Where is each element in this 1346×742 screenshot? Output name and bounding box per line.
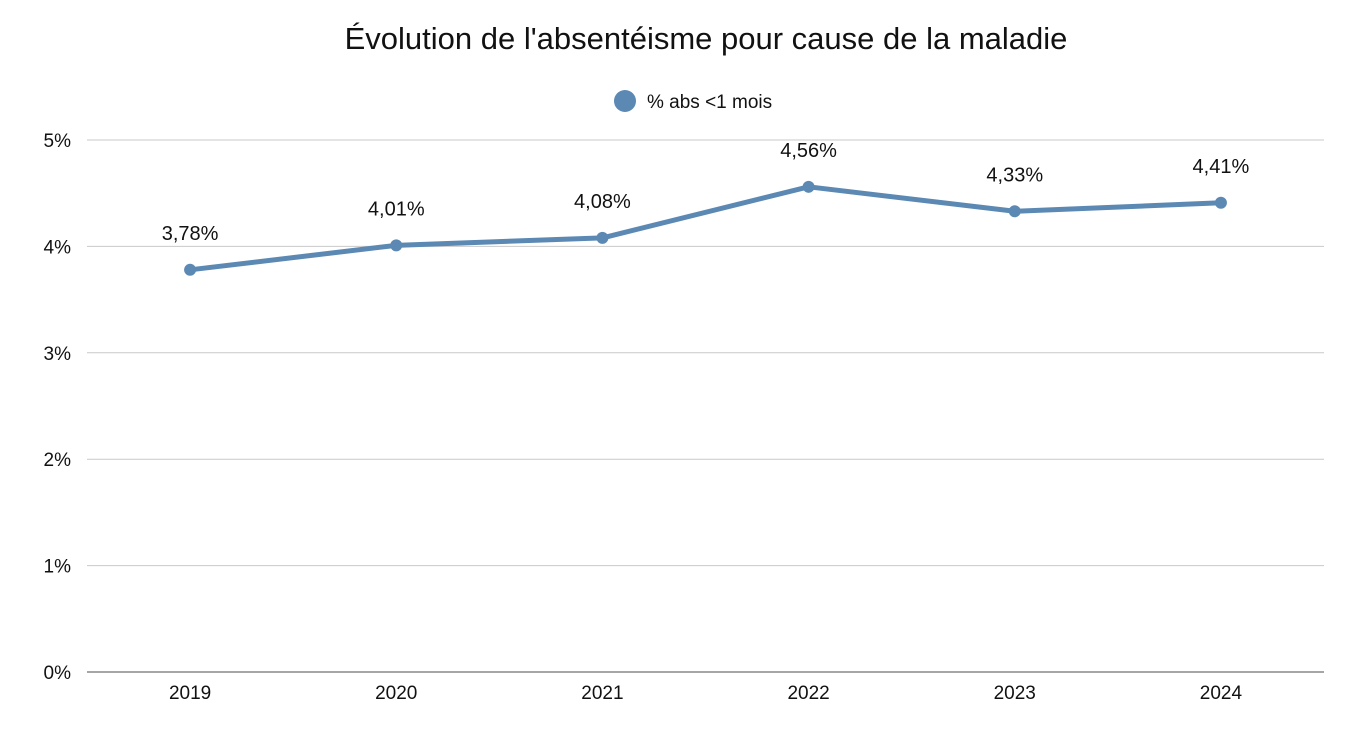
y-tick-label: 4% — [44, 237, 72, 258]
series-line — [187, 184, 1224, 273]
x-tick-label: 2021 — [581, 683, 623, 704]
y-tick-label: 1% — [44, 557, 72, 578]
data-point — [802, 180, 815, 193]
data-point — [184, 263, 197, 276]
x-tick-label: 2023 — [994, 683, 1036, 704]
legend: % abs <1 mois — [614, 90, 772, 113]
y-tick-label: 0% — [44, 663, 72, 684]
x-tick-label: 2020 — [375, 683, 417, 704]
data-point — [1214, 196, 1227, 209]
data-point — [1008, 205, 1021, 218]
legend-label: % abs <1 mois — [647, 92, 772, 113]
y-tick-label: 3% — [44, 344, 72, 365]
legend-marker — [614, 90, 636, 112]
y-tick-label: 5% — [44, 131, 72, 152]
data-label: 4,56% — [780, 140, 837, 162]
x-tick-label: 2022 — [787, 683, 829, 704]
y-tick-label: 2% — [44, 450, 72, 471]
x-axis: 2019 2020 2021 2022 2023 2024 — [169, 683, 1243, 704]
gridlines — [87, 139, 1324, 673]
x-tick-label: 2019 — [169, 683, 211, 704]
data-label: 4,01% — [368, 198, 425, 220]
data-label: 4,08% — [574, 191, 631, 213]
data-label: 4,41% — [1193, 156, 1250, 178]
data-labels: 3,78% 4,01% 4,08% 4,56% 4,33% 4,41% — [162, 140, 1250, 245]
series-layer — [184, 180, 1227, 276]
x-tick-label: 2024 — [1200, 683, 1243, 704]
data-label: 4,33% — [986, 164, 1043, 186]
data-point — [596, 231, 609, 244]
y-axis: 0% 1% 2% 3% 4% 5% — [44, 131, 72, 684]
chart-title: Évolution de l'absentéisme pour cause de… — [345, 21, 1068, 56]
data-point — [390, 239, 403, 252]
data-label: 3,78% — [162, 223, 219, 245]
